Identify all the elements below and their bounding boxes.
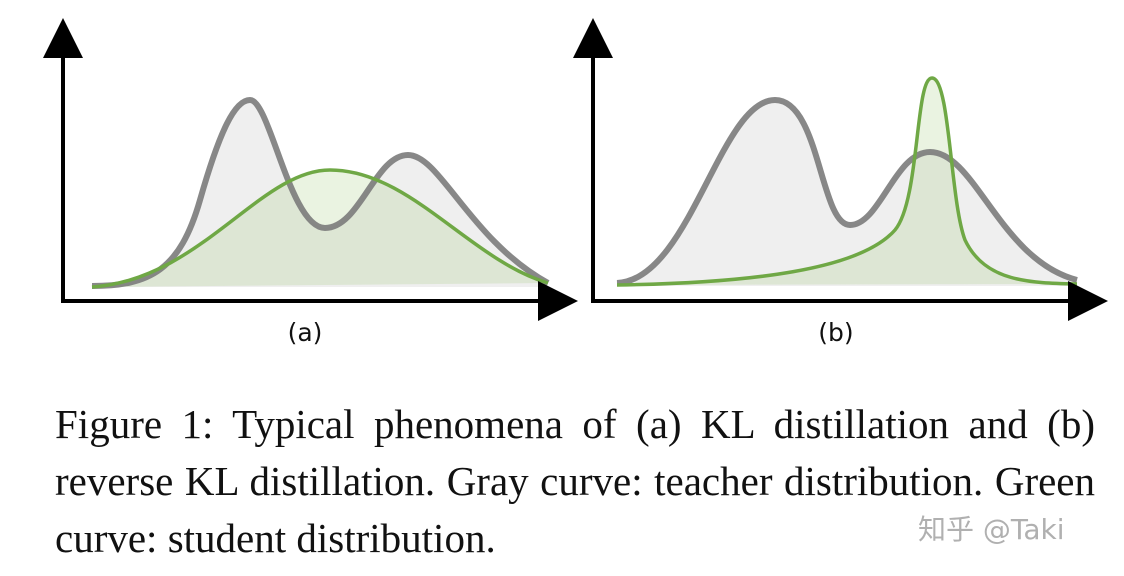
- panel-b: (b): [573, 18, 1108, 347]
- figure-caption: Figure 1: Typical phenomena of (a) KL di…: [55, 401, 1095, 561]
- panel-label: (b): [818, 318, 853, 347]
- teacher-curve: [616, 96, 1078, 286]
- teacher-fill: [617, 100, 1077, 286]
- panel-label: (a): [288, 318, 323, 347]
- teacher-curve: [91, 96, 550, 289]
- student-curve: [91, 168, 549, 289]
- student-curve: [616, 76, 1078, 287]
- panel-a: (a): [43, 18, 578, 347]
- figure-diagrams: (a) (b): [43, 18, 1108, 347]
- watermark: 知乎 @Taki: [918, 513, 1065, 546]
